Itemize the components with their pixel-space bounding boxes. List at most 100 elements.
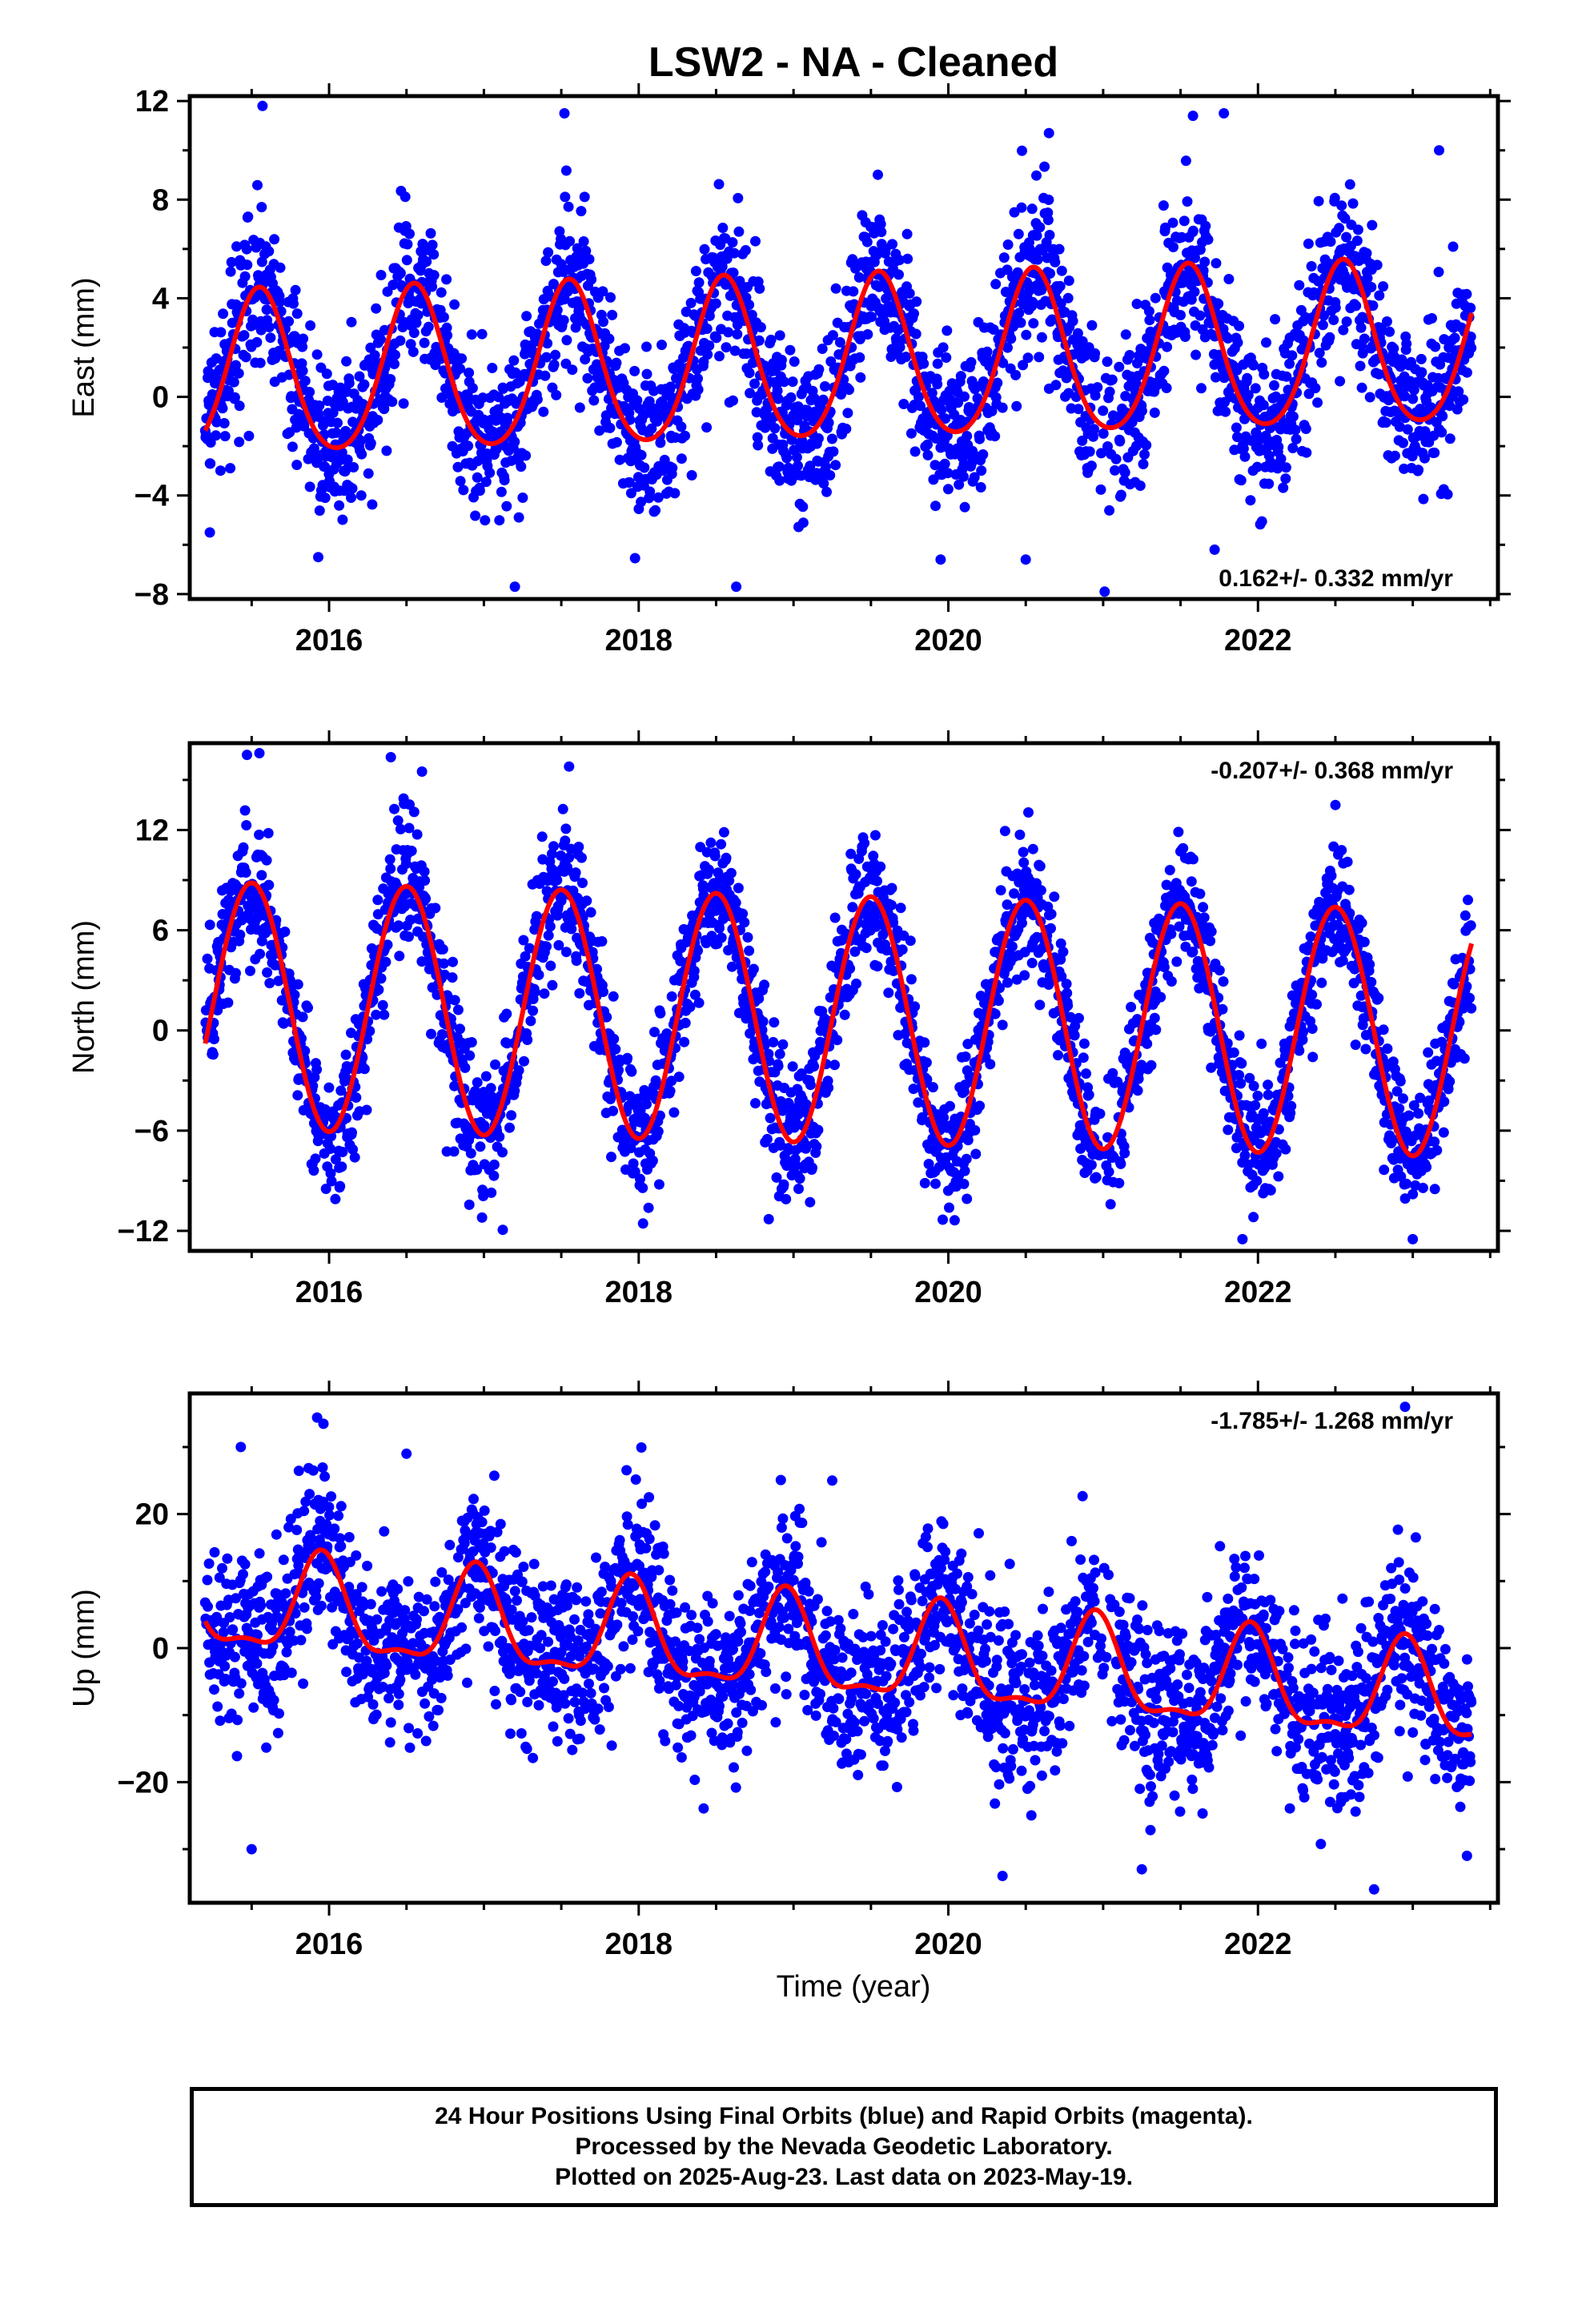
east-point xyxy=(1072,328,1083,339)
east-point xyxy=(669,488,681,499)
east-point xyxy=(1419,452,1430,464)
east-point xyxy=(797,517,809,529)
north-point xyxy=(261,854,272,866)
east-x-tick-label: 2016 xyxy=(295,624,363,657)
north-point xyxy=(506,1110,517,1121)
north-point xyxy=(202,953,213,964)
north-point xyxy=(241,820,252,830)
north-point xyxy=(375,973,387,984)
east-point xyxy=(1232,432,1243,443)
north-point xyxy=(393,920,404,931)
east-point xyxy=(1056,265,1067,276)
east-point xyxy=(1031,230,1042,241)
east-point xyxy=(650,505,661,516)
east-point xyxy=(854,352,865,363)
north-point xyxy=(556,895,567,907)
east-point xyxy=(853,271,865,283)
north-point xyxy=(869,830,881,841)
east-point xyxy=(665,381,677,392)
east-point xyxy=(620,343,630,354)
north-point xyxy=(263,879,275,891)
east-point xyxy=(1200,220,1211,231)
east-point xyxy=(1044,230,1055,240)
east-point xyxy=(598,316,608,328)
east-point xyxy=(962,431,973,441)
east-point xyxy=(1413,464,1424,476)
east-point xyxy=(1351,235,1363,247)
east-point xyxy=(1124,350,1135,360)
east-point xyxy=(1143,306,1154,317)
east-point xyxy=(901,228,913,239)
east-point xyxy=(1341,231,1352,243)
east-point xyxy=(701,324,713,334)
east-point xyxy=(1050,256,1061,267)
east-point xyxy=(1447,241,1459,252)
east-point xyxy=(240,352,251,363)
north-point xyxy=(1035,885,1046,896)
east-point xyxy=(1231,422,1242,433)
east-point xyxy=(470,510,481,521)
east-point xyxy=(958,471,969,482)
east-fit-line xyxy=(203,256,1474,451)
north-point xyxy=(488,1159,500,1170)
north-point xyxy=(1062,1000,1074,1011)
east-point xyxy=(1389,450,1400,461)
north-point xyxy=(872,875,882,887)
east-point xyxy=(288,298,299,309)
east-point xyxy=(1136,405,1147,416)
east-point xyxy=(1316,357,1327,368)
north-point xyxy=(773,1060,784,1072)
east-point xyxy=(1341,316,1352,328)
north-point xyxy=(927,1082,938,1093)
north-point xyxy=(886,883,897,894)
north-point xyxy=(750,1098,761,1109)
north-point xyxy=(733,883,744,894)
east-point xyxy=(1401,338,1412,349)
east-point xyxy=(275,296,285,308)
east-point xyxy=(1367,219,1378,231)
east-point xyxy=(819,381,830,392)
east-point xyxy=(1070,392,1082,402)
north-point xyxy=(1178,842,1189,854)
east-point xyxy=(1086,320,1098,331)
north-point xyxy=(1199,912,1210,923)
east-point xyxy=(779,376,789,388)
north-point xyxy=(794,1173,805,1184)
east-point xyxy=(1371,259,1383,271)
east-point xyxy=(219,418,230,428)
east-y-tick-label: −8 xyxy=(135,578,169,612)
east-point xyxy=(256,256,267,267)
east-point xyxy=(1273,441,1284,452)
east-point xyxy=(1084,446,1095,457)
east-point xyxy=(842,408,853,419)
east-point xyxy=(304,387,315,397)
east-point xyxy=(1356,382,1367,393)
east-point xyxy=(939,458,950,469)
east-point xyxy=(805,460,816,472)
east-point xyxy=(305,320,316,331)
north-point xyxy=(279,927,291,937)
east-point xyxy=(219,431,231,442)
north-point xyxy=(1307,989,1318,1000)
north-point xyxy=(330,1193,341,1204)
east-point xyxy=(732,328,743,340)
east-x-tick-label: 2020 xyxy=(914,624,982,657)
east-point xyxy=(1291,433,1302,444)
east-point xyxy=(755,322,766,333)
east-point xyxy=(1433,267,1444,278)
east-point xyxy=(337,514,348,525)
north-point xyxy=(768,1036,779,1047)
east-point xyxy=(390,349,400,360)
east-point xyxy=(656,340,667,351)
east-point xyxy=(942,468,954,479)
north-point xyxy=(497,1224,508,1236)
north-point xyxy=(1256,1038,1267,1049)
north-point xyxy=(204,919,215,931)
east-point xyxy=(1046,314,1058,325)
north-point xyxy=(449,995,460,1006)
east-point xyxy=(855,372,866,383)
east-point xyxy=(578,236,589,247)
east-point xyxy=(942,325,953,336)
north-point xyxy=(420,875,431,886)
east-point xyxy=(574,402,585,413)
